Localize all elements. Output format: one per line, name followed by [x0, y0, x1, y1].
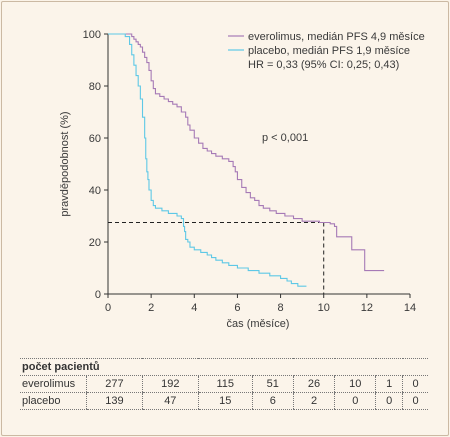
x-tick-label: 10: [318, 302, 330, 314]
y-tick-label: 20: [89, 237, 101, 249]
median-guides: [108, 222, 325, 294]
series-line-placebo: [108, 33, 307, 287]
row-label: placebo: [20, 392, 87, 410]
y-tick-label: 0: [95, 289, 101, 301]
legend-label-placebo: placebo, medián PFS 1,9 měsíce: [248, 45, 410, 57]
cell: 15: [197, 392, 253, 410]
x-tick-label: 2: [148, 302, 154, 314]
cell: 0: [375, 392, 403, 410]
table-row-placebo: placebo 139 47 15 6 2 0 0 0: [20, 392, 428, 410]
x-tick-label: 6: [234, 302, 240, 314]
x-tick-label: 4: [191, 302, 197, 314]
y-tick-label: 60: [89, 133, 101, 145]
cell: 0: [402, 392, 428, 410]
hr-annotation: HR = 0,33 (95% CI: 0,25; 0,43): [248, 59, 399, 71]
cell: 6: [251, 392, 294, 410]
cell: 1: [375, 375, 403, 393]
cell: 115: [197, 375, 253, 393]
p-value-annotation: p < 0,001: [262, 132, 308, 144]
y-tick-label: 100: [83, 29, 101, 41]
series-lines: [108, 33, 385, 287]
cell: 26: [292, 375, 335, 393]
series-line-everolimus: [108, 33, 385, 272]
cell: 2: [292, 392, 335, 410]
x-tick-label: 0: [105, 302, 111, 314]
y-tick-label: 40: [89, 185, 101, 197]
y-tick-label: 80: [89, 81, 101, 93]
x-ticks: 0 2 4 6 8 10 12 14: [105, 294, 416, 314]
x-tick-label: 12: [361, 302, 373, 314]
y-axis-label: pravděpodobnost (%): [59, 111, 71, 216]
cell: 0: [334, 392, 376, 410]
x-tick-label: 8: [278, 302, 284, 314]
cell: 277: [86, 375, 143, 393]
table-title: počet pacientů: [20, 358, 428, 376]
x-tick-label: 14: [404, 302, 416, 314]
y-ticks: 0 20 40 60 80 100: [83, 29, 108, 301]
cell: 192: [141, 375, 199, 393]
cell: 47: [141, 392, 199, 410]
x-axis-label: čas (měsíce): [227, 318, 290, 330]
row-label: everolimus: [20, 375, 87, 393]
patients-at-risk-table: počet pacientů everolimus 277 192 115 51…: [20, 358, 428, 410]
table-row-everolimus: everolimus 277 192 115 51 26 10 1 0: [20, 375, 428, 393]
cell: 0: [402, 375, 428, 393]
cell: 139: [86, 392, 143, 410]
cell: 51: [251, 375, 294, 393]
legend-label-everolimus: everolimus, medián PFS 4,9 měsíce: [248, 31, 425, 43]
cell: 10: [334, 375, 376, 393]
